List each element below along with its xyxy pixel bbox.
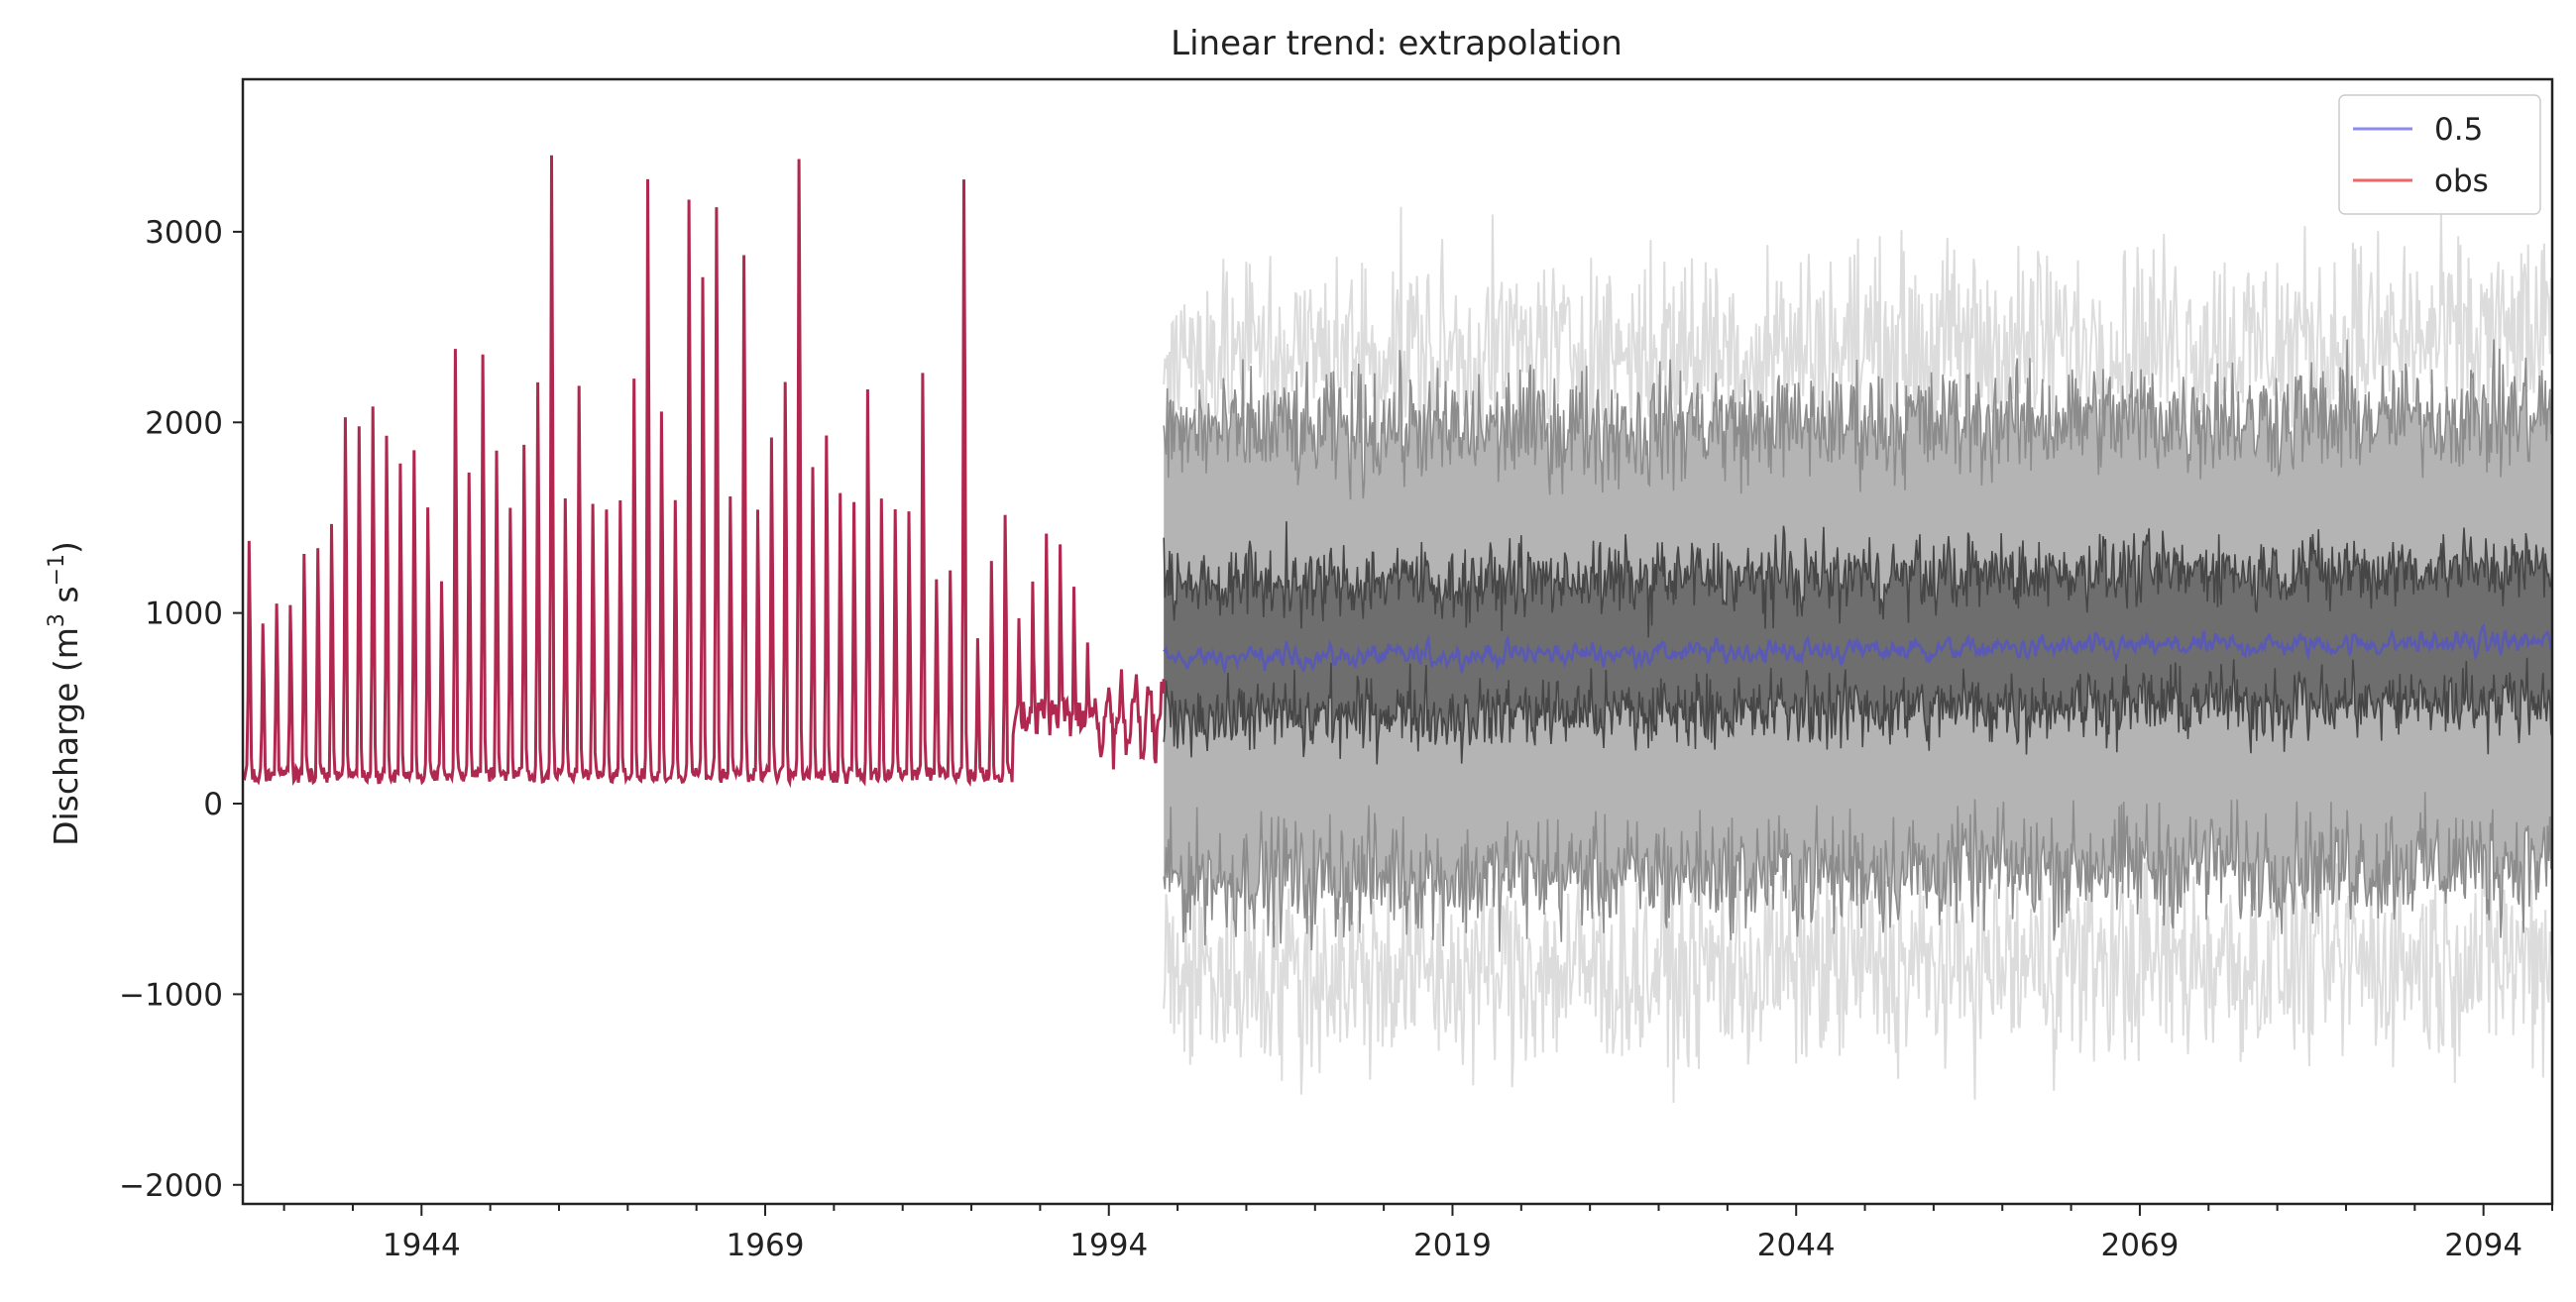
axes: −2000 −1000 0 1000 2000 3000 1944 1969 1994 2019 2… bbox=[119, 77, 2554, 1263]
legend: 0.5 obs bbox=[2338, 94, 2541, 215]
legend-label-0.5: 0.5 bbox=[2434, 112, 2483, 148]
forecast-middle-upper-line bbox=[1163, 339, 2552, 500]
plot-area bbox=[243, 155, 2552, 1104]
y-axis-label-mid: s bbox=[47, 586, 85, 613]
y-tick-label--2000: −2000 bbox=[119, 1168, 223, 1204]
x-tick-label-2044: 2044 bbox=[1757, 1228, 1836, 1263]
chart-title: Linear trend: extrapolation bbox=[1171, 24, 1623, 63]
y-axis-label-sup-neg1: −1 bbox=[45, 554, 69, 586]
y-axis-label: Discharge (m3 s−1) bbox=[45, 541, 85, 846]
y-tick-label-3000: 3000 bbox=[145, 215, 223, 251]
x-tick-label-1944: 1944 bbox=[383, 1228, 461, 1263]
forecast-median-line bbox=[1163, 623, 2552, 675]
forecast-inner-lower-line bbox=[1163, 657, 2552, 765]
y-axis-label-main: Discharge (m bbox=[47, 627, 85, 846]
x-tick-label-2019: 2019 bbox=[1413, 1228, 1492, 1263]
svg-text:Discharge (m3 s−1): Discharge (m3 s−1) bbox=[45, 541, 85, 846]
y-tick-label-0: 0 bbox=[203, 787, 223, 822]
x-tick-label-1994: 1994 bbox=[1069, 1228, 1148, 1263]
x-tick-label-1969: 1969 bbox=[727, 1228, 805, 1263]
x-tick-label-2094: 2094 bbox=[2444, 1228, 2522, 1263]
y-axis-label-end: ) bbox=[47, 541, 85, 554]
y-tick-label-1000: 1000 bbox=[145, 597, 223, 632]
legend-box bbox=[2338, 94, 2541, 215]
plot-frame bbox=[241, 77, 2554, 1206]
legend-label-obs: obs bbox=[2434, 163, 2489, 199]
y-axis-label-sup-3: 3 bbox=[45, 613, 69, 627]
y-tick-label--1000: −1000 bbox=[119, 977, 223, 1013]
plot-series bbox=[243, 155, 2552, 1104]
forecast-inner-upper-line bbox=[1163, 521, 2552, 638]
x-tick-label-2069: 2069 bbox=[2100, 1228, 2179, 1263]
observed-line bbox=[243, 155, 1166, 789]
forecast-middle-lower-line bbox=[1163, 792, 2552, 952]
y-tick-label-2000: 2000 bbox=[145, 405, 223, 441]
